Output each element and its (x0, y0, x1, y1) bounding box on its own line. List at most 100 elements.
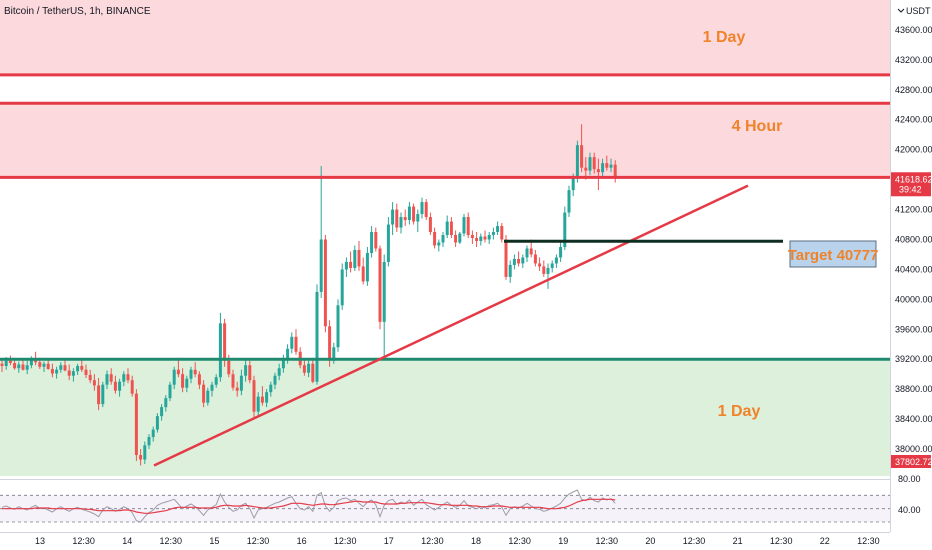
candle-body (550, 263, 554, 268)
candle-body (122, 374, 126, 382)
candle (323, 235, 327, 333)
candle (113, 375, 117, 394)
candle (252, 375, 256, 420)
candle-body (571, 178, 575, 191)
candle (160, 404, 164, 421)
rsi-axis-ticks: 80.00 40.00 (898, 474, 921, 515)
candle (63, 359, 67, 372)
candle (105, 370, 109, 390)
candle-body (424, 202, 428, 218)
candle (449, 217, 453, 238)
candle (265, 389, 269, 408)
candle-body (395, 209, 399, 228)
target-callout-box (789, 240, 877, 268)
candle-body (92, 380, 96, 386)
candle-body (260, 396, 264, 403)
candle (88, 369, 92, 384)
time-tick-label: 12:30 (72, 536, 95, 546)
price-axis-background (890, 0, 932, 532)
candle (0, 359, 4, 372)
candle-body (559, 246, 563, 258)
time-tick-label: 12:30 (596, 536, 619, 546)
price-tick-label: 42800.00 (895, 85, 932, 95)
candle-body (134, 393, 138, 456)
price-axis[interactable]: 43600.00 43200.00 42800.00 42400.00 42000.00… (890, 0, 932, 532)
low-price-value: 37802.72 (895, 457, 932, 467)
candle (420, 197, 424, 219)
ascending-trendline[interactable] (153, 184, 749, 467)
candle (500, 223, 504, 243)
candle-body (378, 248, 382, 322)
price-tick-label: 40000.00 (895, 294, 932, 304)
candle-body (76, 365, 80, 372)
candle-body (563, 212, 567, 247)
candle (361, 257, 365, 285)
candle (130, 375, 134, 397)
time-axis[interactable]: 13 12:30 14 12:30 15 12:30 16 12:30 17 12:30 18 12:… (0, 532, 932, 550)
candle-body (29, 359, 33, 366)
candle (307, 360, 311, 378)
candle (349, 251, 353, 273)
candle-body (139, 455, 143, 460)
candle (542, 260, 546, 277)
candle-body (38, 362, 42, 367)
candle (454, 230, 458, 247)
candle-body (185, 378, 189, 388)
candle (80, 359, 84, 372)
candle-body (336, 305, 340, 348)
candle (487, 232, 491, 244)
candle (508, 260, 512, 283)
candle-body (218, 323, 222, 378)
currency-dropdown-icon[interactable] (897, 8, 905, 13)
candle (21, 359, 25, 371)
resistance-zone-1-day (0, 0, 890, 75)
candle-body (244, 365, 248, 376)
price-tick-label: 39200.00 (895, 354, 932, 364)
price-tick-label: 42000.00 (895, 145, 932, 155)
candle-body (512, 258, 516, 265)
time-tick-label: 14 (122, 536, 132, 546)
candle (365, 246, 369, 286)
candle (391, 202, 395, 236)
candle-body (319, 239, 323, 292)
candle-body (8, 360, 12, 363)
candle-body (294, 336, 298, 352)
candle-body (546, 267, 550, 274)
price-tick-label: 43200.00 (895, 55, 932, 65)
time-tick-label: 18 (471, 536, 481, 546)
candle-body (17, 364, 21, 369)
price-tick-label: 38400.00 (895, 414, 932, 424)
candle-body (470, 235, 474, 238)
candle-body (88, 374, 92, 381)
candle (605, 155, 609, 171)
candle-body (596, 169, 600, 173)
candle-body (504, 239, 508, 277)
candle-body (46, 363, 50, 369)
candle-body (441, 235, 445, 243)
candle (155, 413, 159, 433)
candle-body (491, 232, 495, 236)
candle-body (231, 374, 235, 388)
candle (168, 381, 172, 402)
candle-body (42, 363, 46, 367)
candle-countdown: 39:42 (899, 184, 922, 194)
candle-body (349, 261, 353, 268)
candle (118, 378, 122, 397)
candle-body (344, 261, 348, 270)
candle (525, 245, 529, 262)
candle-body (147, 437, 151, 446)
levels-layer (0, 73, 890, 361)
candle-body (80, 365, 84, 370)
candle-body (609, 164, 613, 168)
candle-body (340, 269, 344, 306)
candle (378, 245, 382, 330)
candle-body (437, 242, 441, 246)
current-price-value: 41618.62 (895, 174, 932, 184)
candle-body (130, 380, 134, 394)
candle (239, 369, 243, 396)
candle (55, 366, 59, 379)
candle (433, 227, 437, 249)
candle-body (172, 369, 176, 385)
target-callout[interactable]: Target 40777 (788, 240, 879, 268)
